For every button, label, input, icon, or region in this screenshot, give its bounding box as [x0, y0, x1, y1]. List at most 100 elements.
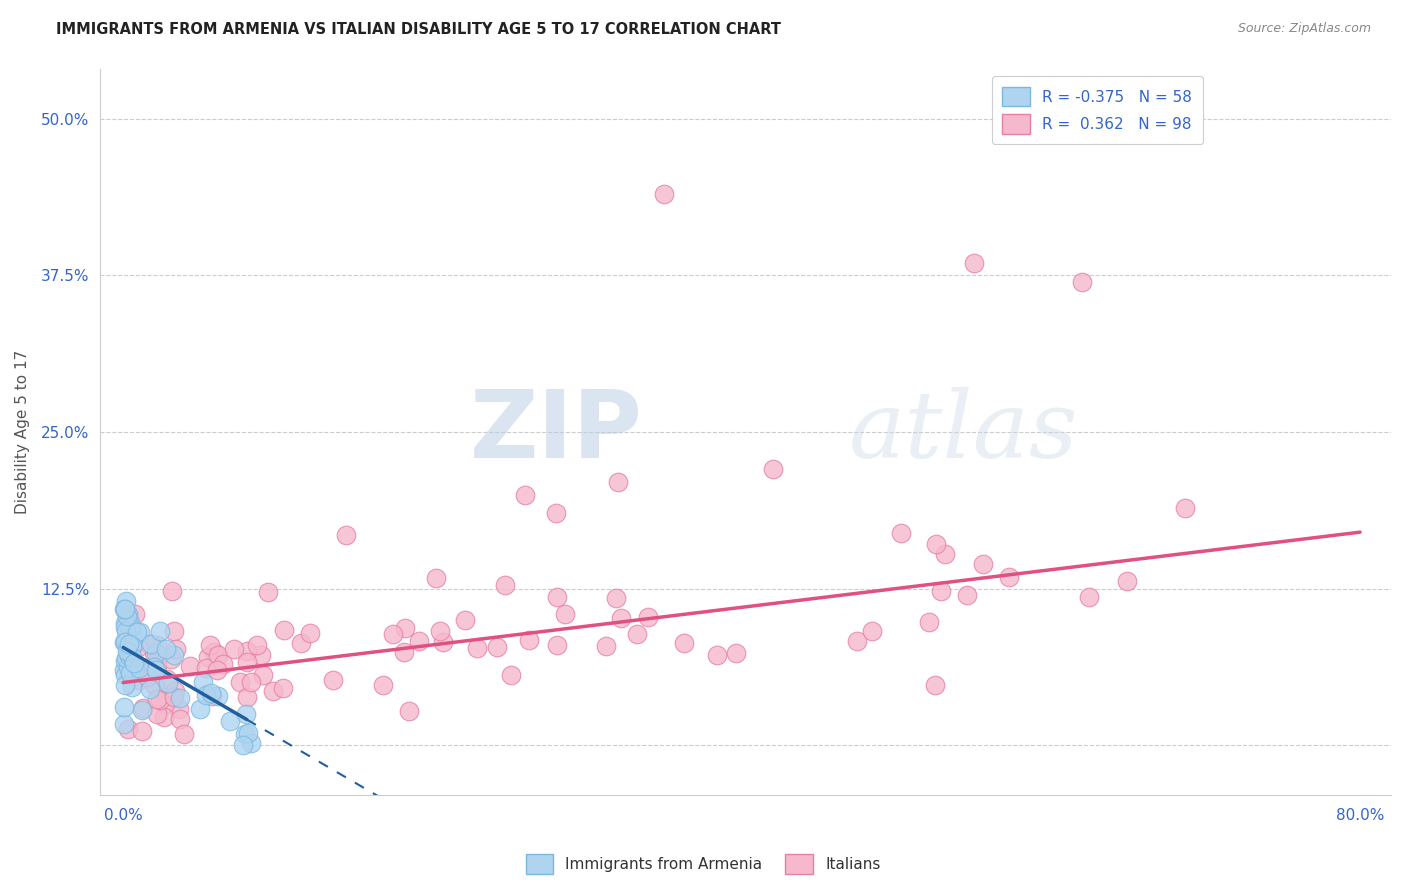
Point: [240, 675, 263, 690]
Point: [262, 684, 284, 698]
Point: [149, 624, 172, 639]
Point: [1077, 591, 1099, 605]
Point: [131, 701, 153, 715]
Point: [273, 623, 295, 637]
Point: [299, 625, 322, 640]
Point: [173, 726, 195, 740]
Point: [115, 643, 138, 657]
Point: [118, 613, 141, 627]
Point: [236, 644, 259, 658]
Point: [371, 678, 394, 692]
Point: [962, 256, 984, 270]
Point: [163, 648, 186, 662]
Point: [114, 654, 136, 668]
Point: [610, 611, 633, 625]
Point: [546, 638, 568, 652]
Point: [169, 712, 191, 726]
Point: [486, 640, 509, 655]
Point: [146, 707, 169, 722]
Point: [152, 709, 174, 723]
Point: [394, 622, 416, 636]
Point: [145, 646, 167, 660]
Point: [114, 620, 136, 634]
Point: [155, 642, 177, 657]
Point: [149, 693, 172, 707]
Point: [128, 625, 150, 640]
Point: [143, 646, 166, 660]
Point: [156, 676, 179, 690]
Point: [163, 684, 186, 698]
Point: [112, 635, 135, 649]
Point: [207, 648, 229, 662]
Point: [219, 714, 242, 728]
Point: [121, 650, 143, 665]
Point: [115, 651, 138, 665]
Point: [128, 661, 150, 675]
Point: [382, 627, 405, 641]
Text: Source: ZipAtlas.com: Source: ZipAtlas.com: [1237, 22, 1371, 36]
Point: [924, 678, 946, 692]
Point: [169, 691, 191, 706]
Point: [112, 602, 135, 616]
Point: [146, 638, 169, 652]
Point: [143, 659, 166, 673]
Point: [114, 602, 136, 616]
Point: [163, 624, 186, 638]
Point: [546, 591, 568, 605]
Point: [120, 621, 142, 635]
Point: [890, 525, 912, 540]
Point: [179, 658, 201, 673]
Point: [252, 668, 274, 682]
Point: [335, 527, 357, 541]
Point: [918, 615, 941, 630]
Point: [1174, 501, 1197, 516]
Point: [394, 645, 416, 659]
Point: [114, 678, 136, 692]
Point: [232, 738, 254, 752]
Point: [494, 578, 516, 592]
Point: [398, 704, 420, 718]
Point: [127, 640, 149, 654]
Point: [121, 639, 143, 653]
Point: [117, 660, 139, 674]
Point: [236, 726, 259, 740]
Point: [725, 646, 748, 660]
Point: [637, 610, 659, 624]
Point: [146, 691, 169, 706]
Text: atlas: atlas: [849, 387, 1078, 477]
Point: [167, 702, 190, 716]
Point: [228, 675, 250, 690]
Point: [235, 706, 257, 721]
Point: [517, 633, 540, 648]
Point: [499, 668, 522, 682]
Point: [553, 607, 575, 621]
Point: [207, 689, 229, 703]
Point: [115, 624, 138, 638]
Point: [114, 615, 136, 630]
Point: [124, 607, 146, 621]
Point: [128, 673, 150, 688]
Point: [112, 699, 135, 714]
Point: [322, 673, 344, 687]
Point: [273, 681, 295, 695]
Point: [112, 663, 135, 677]
Point: [117, 609, 139, 624]
Point: [112, 716, 135, 731]
Point: [127, 624, 149, 639]
Point: [654, 186, 676, 201]
Point: [121, 625, 143, 640]
Point: [117, 651, 139, 665]
Point: [956, 588, 979, 602]
Point: [925, 537, 948, 551]
Point: [195, 660, 218, 674]
Point: [860, 624, 883, 638]
Point: [138, 637, 160, 651]
Point: [120, 619, 142, 633]
Point: [114, 668, 136, 682]
Point: [595, 639, 617, 653]
Legend: R = -0.375   N = 58, R =  0.362   N = 98: R = -0.375 N = 58, R = 0.362 N = 98: [991, 76, 1202, 145]
Point: [408, 634, 430, 648]
Point: [205, 663, 228, 677]
Text: ZIP: ZIP: [470, 386, 643, 478]
Point: [200, 686, 222, 700]
